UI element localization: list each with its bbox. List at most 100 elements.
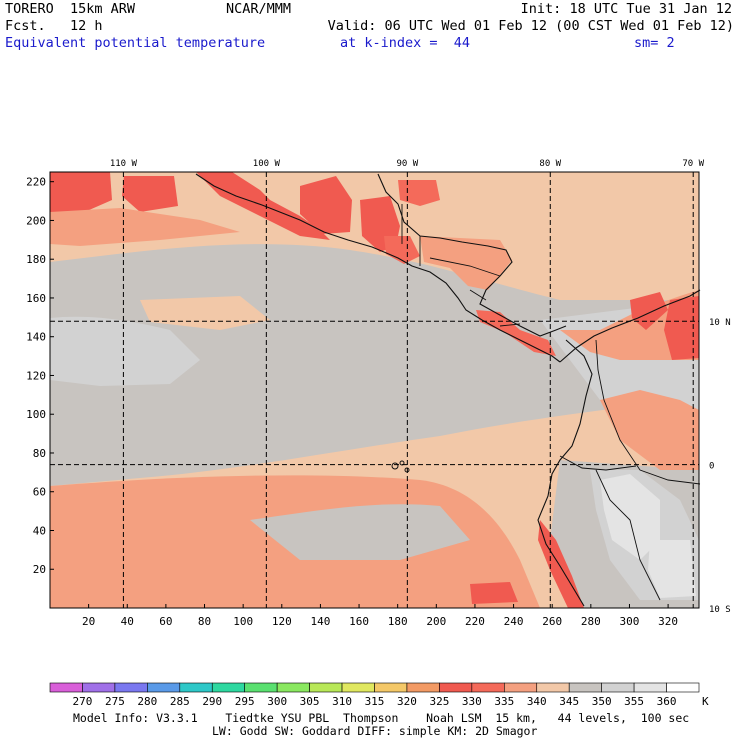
colorbar-swatch [503, 682, 538, 693]
field-region [50, 208, 240, 246]
plot-frame [49, 171, 700, 609]
x-tick-label: 200 [426, 615, 446, 628]
field-region [648, 540, 696, 598]
y-tick-label: 100 [26, 408, 46, 421]
colorbar-label: 355 [624, 695, 644, 708]
field-region [50, 172, 112, 214]
colorbar-swatch [341, 682, 375, 693]
colorbar-label: 330 [462, 695, 482, 708]
colorbar-label: 300 [267, 695, 287, 708]
y-tick-label: 200 [26, 214, 46, 227]
field-region [250, 504, 470, 560]
colorbar-swatch [49, 682, 83, 693]
colorbar-label: 340 [527, 695, 547, 708]
y-tick-label: 80 [33, 447, 46, 460]
physics-info: LW: Godd SW: Goddard DIFF: simple KM: 2D… [212, 724, 538, 738]
center-label: NCAR/MMM [226, 1, 292, 17]
colorbar-swatch [633, 682, 667, 693]
x-tick-label: 320 [658, 615, 678, 628]
longitude-label: 110 W [110, 159, 138, 169]
y-tick-label: 140 [26, 331, 46, 344]
colorbar-swatch [536, 682, 570, 693]
colorbar-swatch [374, 682, 408, 693]
field-region [196, 172, 330, 240]
colorbar-swatch [276, 682, 310, 693]
longitude-label: 70 W [682, 159, 704, 169]
colorbar-label: 295 [235, 695, 255, 708]
colorbar-swatch [406, 682, 440, 693]
colorbar-label: 275 [105, 695, 125, 708]
colorbar-label: 305 [300, 695, 320, 708]
yucatan-coast [377, 173, 567, 337]
colorbar-label: 335 [494, 695, 514, 708]
y-tick-label: 40 [33, 524, 46, 537]
field-region [630, 292, 668, 330]
field-layer [50, 172, 699, 608]
x-tick-label: 40 [121, 615, 134, 628]
colorbar-label: 360 [657, 695, 677, 708]
x-tick-label: 140 [310, 615, 330, 628]
x-tick-label: 160 [349, 615, 369, 628]
colorbar-swatch [179, 682, 213, 693]
y-tick-label: 60 [33, 486, 46, 499]
colorbar-swatch [82, 682, 116, 693]
field-region [300, 176, 352, 234]
land-outlines [195, 173, 701, 607]
smooth-label: sm= 2 [634, 35, 675, 51]
x-tick-label: 20 [82, 615, 95, 628]
longitude-label: 100 W [253, 159, 281, 169]
colorbar-label: 350 [592, 695, 612, 708]
colorbar-label: 345 [559, 695, 579, 708]
colorbar-label: 325 [429, 695, 449, 708]
forecast-hour: Fcst. 12 h [5, 18, 103, 34]
y-tick-label: 120 [26, 369, 46, 382]
country-borders [401, 204, 701, 601]
field-region [476, 310, 556, 356]
colorbar-swatch [439, 682, 473, 693]
colorbar-swatch [309, 682, 343, 693]
field-region [398, 180, 440, 206]
colorbar-label: 270 [73, 695, 93, 708]
level-label: at k-index = 44 [340, 35, 471, 51]
colorbar-swatch [568, 682, 602, 693]
colorbar-label: 285 [170, 695, 190, 708]
longitude-label: 80 W [539, 159, 561, 169]
y-tick-label: 20 [33, 563, 46, 576]
field-region [384, 236, 420, 264]
init-time: Init: 18 UTC Tue 31 Jan 12 [520, 1, 732, 17]
field-region [600, 390, 699, 470]
x-tick-label: 240 [504, 615, 524, 628]
x-tick-label: 100 [233, 615, 253, 628]
colorbar-swatch [147, 682, 181, 693]
x-tick-label: 180 [388, 615, 408, 628]
grid-lines [50, 172, 699, 608]
colorbar-swatch [244, 682, 278, 693]
y-tick-label: 180 [26, 253, 46, 266]
x-tick-label: 80 [198, 615, 211, 628]
colorbar-label: 320 [397, 695, 417, 708]
x-tick-label: 120 [272, 615, 292, 628]
x-tick-label: 260 [542, 615, 562, 628]
colorbar: 270 275 280 285 290 295 300 305 310 315 320 325 330 3… [49, 682, 709, 708]
colorbar-label: 290 [202, 695, 222, 708]
model-title: TORERO 15km ARW [5, 1, 136, 17]
model-info: Model Info: V3.3.1 Tiedtke YSU PBL Thomp… [73, 711, 690, 725]
colorbar-swatch [666, 682, 700, 693]
galapagos-island [391, 462, 399, 470]
colorbar-label: 310 [332, 695, 352, 708]
field-name: Equivalent potential temperature [5, 35, 266, 51]
longitude-label: 90 W [396, 159, 418, 169]
colorbar-swatch [211, 682, 246, 693]
field-region [122, 176, 178, 212]
colorbar-unit: K [702, 695, 709, 708]
valid-time: Valid: 06 UTC Wed 01 Feb 12 (00 CST Wed … [327, 18, 734, 34]
x-tick-label: 220 [465, 615, 485, 628]
south-america-coast [537, 289, 701, 607]
colorbar-swatch [471, 682, 505, 693]
central-america-coast [195, 173, 561, 363]
field-region [50, 316, 200, 386]
y-tick-label: 220 [26, 176, 46, 189]
field-region [420, 236, 512, 290]
colorbar-label: 315 [365, 695, 385, 708]
